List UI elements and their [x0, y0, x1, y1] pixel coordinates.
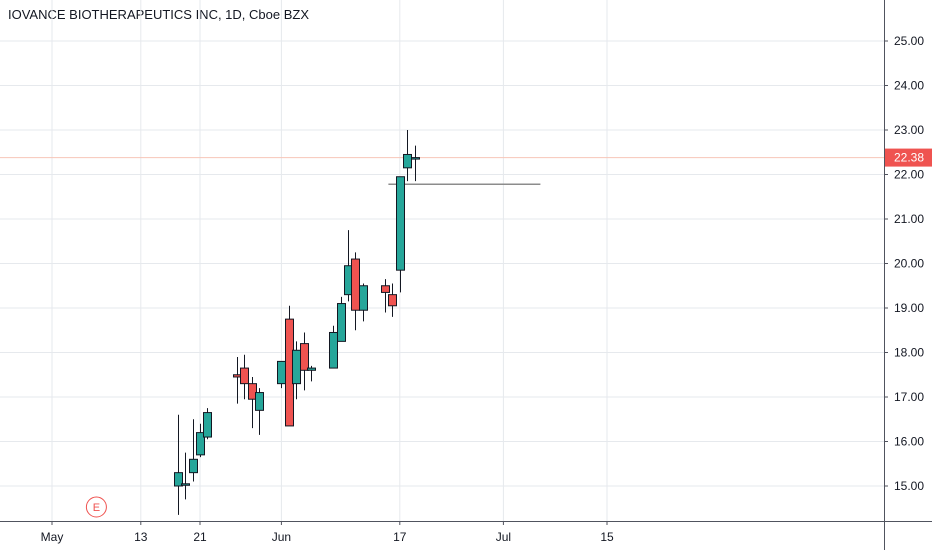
y-tick-label: 24.00	[894, 79, 924, 93]
candle	[181, 452, 190, 500]
candle	[307, 365, 316, 382]
candle-body-down	[381, 285, 390, 293]
candle-body-up	[307, 367, 316, 371]
x-tick-label: Jul	[496, 530, 511, 544]
candle	[240, 354, 249, 400]
candle	[300, 332, 309, 391]
x-tick-label: May	[41, 530, 64, 544]
candle	[388, 283, 397, 317]
candle-body-down	[388, 294, 397, 307]
y-tick-label: 21.00	[894, 212, 924, 226]
candle	[248, 376, 257, 429]
candle-body-up	[255, 392, 264, 411]
candle	[403, 130, 412, 182]
candle-body-up	[329, 331, 338, 369]
x-tick-label: 13	[134, 530, 148, 544]
price-axis[interactable]: 15.00 16.00 17.00 18.00 19.00 20.00 21.00 22.00…	[884, 0, 932, 550]
chart-title: IOVANCE BIOTHERAPEUTICS INC, 1D, Cboe BZ…	[8, 7, 309, 22]
candle-body-up	[181, 483, 190, 486]
candle-body-up	[411, 157, 420, 160]
candle	[411, 145, 420, 182]
candle-body-up	[337, 303, 346, 342]
y-tick-label: 22.00	[894, 168, 924, 182]
candle-body-up	[196, 432, 205, 456]
candle	[277, 360, 286, 389]
x-tick-label: 17	[393, 530, 407, 544]
candle	[329, 325, 338, 369]
candle-body-up	[277, 360, 286, 385]
y-tick-label: 23.00	[894, 123, 924, 137]
candle	[189, 419, 198, 482]
event-markers: E	[85, 496, 107, 518]
y-tick-label: 16.00	[894, 435, 924, 449]
candle	[196, 423, 205, 458]
candle	[203, 408, 212, 440]
y-tick-label: 17.00	[894, 390, 924, 404]
candle-body-up	[403, 153, 412, 169]
last-price-badge	[885, 148, 932, 167]
candle-body-up	[174, 472, 183, 487]
earnings-marker-icon	[85, 496, 107, 518]
candle-body-down	[248, 383, 257, 400]
x-tick-label: Jun	[272, 530, 291, 544]
candle	[337, 296, 346, 342]
x-tick-label: 15	[600, 530, 614, 544]
grid-lines	[0, 0, 884, 521]
reference-lines	[0, 157, 884, 186]
candle-body-up	[396, 176, 405, 271]
candle	[174, 414, 183, 515]
candles	[174, 130, 420, 515]
y-tick-label: 20.00	[894, 257, 924, 271]
candle-body-down	[300, 343, 309, 371]
candle-body-up	[203, 412, 212, 438]
y-tick-label: 19.00	[894, 301, 924, 315]
time-axis[interactable]: May 13 21 Jun 17 Jul 15	[0, 521, 932, 544]
candle-body-up	[292, 349, 301, 385]
candle	[396, 176, 405, 293]
candle-body-up	[189, 458, 198, 474]
candle	[381, 279, 390, 313]
last-price-label: 22.38	[894, 151, 924, 165]
y-tick-label: 18.00	[894, 346, 924, 360]
candle	[359, 283, 368, 322]
candle	[351, 252, 360, 331]
candle-body-down	[240, 367, 249, 385]
x-tick-label: 21	[193, 530, 207, 544]
earnings-marker-label: E	[93, 502, 100, 514]
candle-body-up	[359, 285, 368, 311]
y-tick-label: 15.00	[894, 479, 924, 493]
candle-body-down	[351, 258, 360, 311]
candle	[255, 388, 264, 435]
y-tick-label: 25.00	[894, 34, 924, 48]
